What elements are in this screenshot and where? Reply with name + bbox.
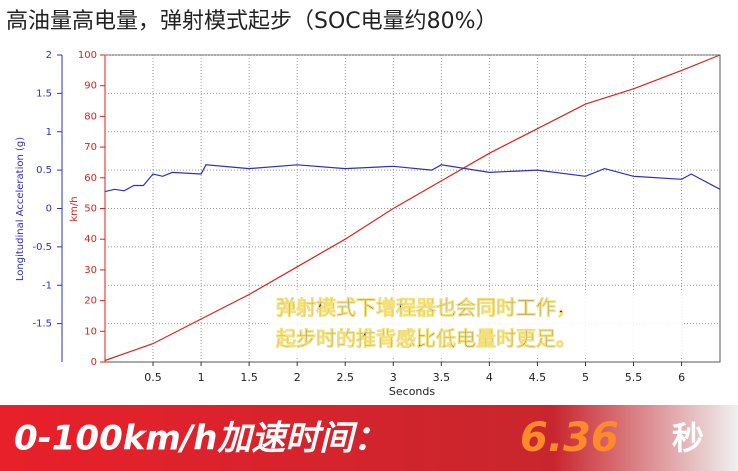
banner-label: 0-100km/h加速时间： <box>14 419 387 459</box>
x-tick-label: 2 <box>294 371 301 384</box>
x-tick-label: 6 <box>678 371 685 384</box>
x-tick-label: 3.5 <box>433 371 451 384</box>
y-tick-label: -1.5 <box>32 319 52 330</box>
x-tick-label: 0.5 <box>144 371 162 384</box>
series-line <box>104 164 721 193</box>
y-tick-label: 1.5 <box>36 88 52 99</box>
annotation: 起步时的推背感比低电量时更足。 <box>275 327 576 351</box>
y2-tick-label: 80 <box>84 111 97 122</box>
x-tick-label: 1 <box>198 371 205 384</box>
y-tick-label: 0.5 <box>36 165 52 176</box>
chart-title: 高油量高电量，弹射模式起步（SOC电量约80%） <box>6 9 498 34</box>
x-axis-label: Seconds <box>389 385 435 398</box>
y-tick-label: -0.5 <box>32 242 52 253</box>
y-axis-label: Longitudinal Acceleration (g) <box>15 137 26 281</box>
y2-tick-label: 100 <box>78 50 97 61</box>
x-tick-label: 4.5 <box>529 371 547 384</box>
banner-value: 6.36 <box>520 415 619 461</box>
y-tick-label: 1 <box>46 127 52 138</box>
y2-tick-label: 70 <box>84 142 97 153</box>
y2-tick-label: 50 <box>84 204 97 215</box>
x-tick-label: 5 <box>582 371 589 384</box>
y2-axis-label: km/h <box>69 196 80 221</box>
y-tick-label: 2 <box>46 50 52 61</box>
y2-tick-label: 90 <box>84 81 97 92</box>
series-line <box>104 54 721 362</box>
banner-unit: 秒 <box>672 419 704 457</box>
x-tick-label: 4 <box>486 371 493 384</box>
y2-tick-label: 60 <box>84 173 97 184</box>
annotation-box <box>268 292 682 356</box>
y2-tick-label: 30 <box>84 265 97 276</box>
y2-tick-label: 10 <box>84 326 97 337</box>
y2-tick-label: 20 <box>84 296 97 307</box>
x-tick-label: 2.5 <box>336 371 354 384</box>
y2-tick-label: 40 <box>84 234 97 245</box>
y-tick-label: 0 <box>46 204 52 215</box>
x-tick-label: 3 <box>390 371 397 384</box>
x-tick-label: 5.5 <box>625 371 643 384</box>
y2-tick-label: 0 <box>91 357 97 368</box>
y-tick-label: -1 <box>42 280 52 291</box>
x-tick-label: 1.5 <box>240 371 258 384</box>
banner <box>0 405 738 471</box>
annotation: 弹射模式下增程器也会同时工作， <box>276 296 576 320</box>
